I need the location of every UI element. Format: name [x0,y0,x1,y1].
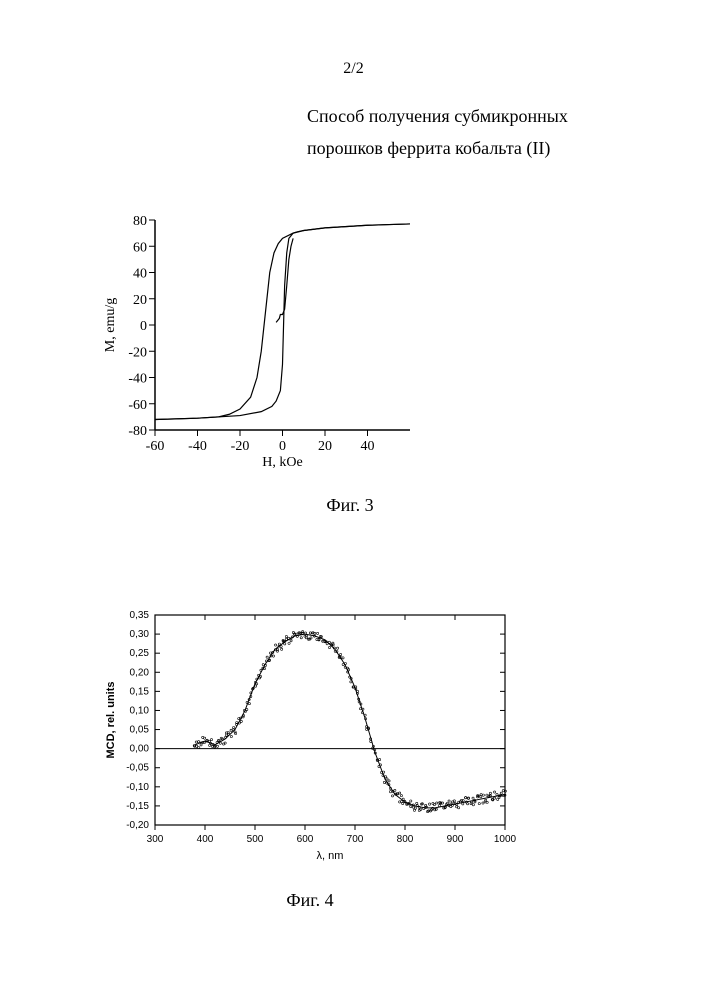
fig3-chart: -60-40-2002040-80-60-40-20020406080H, kO… [100,210,420,470]
svg-text:60: 60 [133,240,147,255]
title-line-1: Способ получения субмикронных [307,100,607,132]
svg-text:0,05: 0,05 [130,725,150,736]
svg-text:-40: -40 [128,372,147,387]
svg-text:1000: 1000 [494,834,517,845]
svg-text:0: 0 [279,439,286,454]
svg-text:0,30: 0,30 [130,629,150,640]
svg-text:40: 40 [133,267,147,282]
svg-text:M, emu/g: M, emu/g [103,298,118,352]
title-line-2: порошков феррита кобальта (II) [307,132,607,164]
svg-text:-20: -20 [128,345,147,360]
fig4-caption: Фиг. 4 [100,890,520,911]
svg-text:-0,20: -0,20 [126,820,149,831]
svg-text:λ, nm: λ, nm [317,850,344,862]
svg-text:400: 400 [197,834,214,845]
svg-text:800: 800 [397,834,414,845]
svg-text:300: 300 [147,834,164,845]
fig3-caption: Фиг. 3 [100,495,600,516]
page: 2/2 Способ получения субмикронных порошк… [0,0,707,1000]
page-number: 2/2 [0,60,707,78]
svg-text:-20: -20 [231,439,250,454]
svg-text:0,10: 0,10 [130,705,150,716]
svg-text:20: 20 [318,439,332,454]
svg-text:0: 0 [140,319,147,334]
svg-text:600: 600 [297,834,314,845]
svg-text:500: 500 [247,834,264,845]
svg-text:MCD, rel. units: MCD, rel. units [105,681,117,758]
svg-text:0,00: 0,00 [130,744,150,755]
svg-text:20: 20 [133,293,147,308]
svg-text:-0,10: -0,10 [126,782,149,793]
svg-text:-60: -60 [146,439,165,454]
svg-text:0,20: 0,20 [130,667,150,678]
svg-text:-0,05: -0,05 [126,763,149,774]
svg-text:-0,15: -0,15 [126,801,149,812]
figure-4: 300 400 500 600 700 800 900 1000 -0,20 -0,15 -0,10… [100,605,520,911]
svg-text:-40: -40 [188,439,207,454]
svg-text:0,15: 0,15 [130,686,150,697]
svg-text:-60: -60 [128,398,147,413]
svg-text:80: 80 [133,214,147,229]
svg-text:-80: -80 [128,424,147,439]
fig4-chart: 300 400 500 600 700 800 900 1000 -0,20 -0,15 -0,10… [100,605,520,865]
figure-3: -60-40-2002040-80-60-40-20020406080H, kO… [100,210,420,516]
svg-text:40: 40 [361,439,375,454]
svg-text:H, kOe: H, kOe [262,455,302,470]
svg-text:0,35: 0,35 [130,610,150,621]
svg-text:900: 900 [447,834,464,845]
svg-text:0,25: 0,25 [130,648,150,659]
page-title: Способ получения субмикронных порошков ф… [307,100,607,165]
svg-text:700: 700 [347,834,364,845]
